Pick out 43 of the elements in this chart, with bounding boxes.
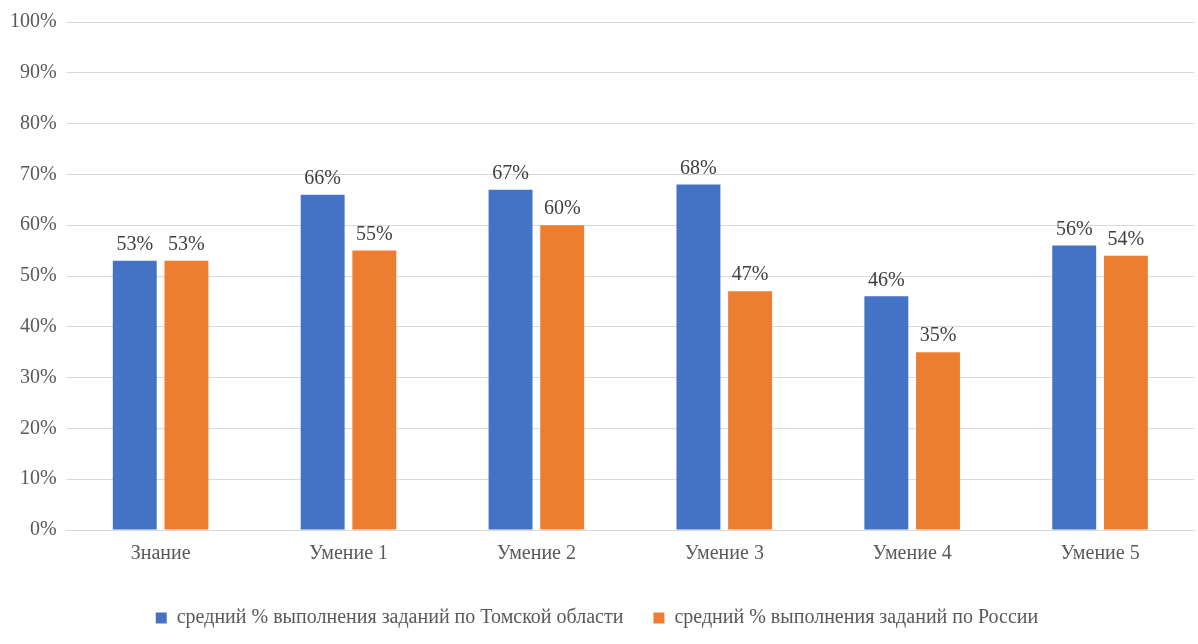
x-tick-label: Умение 5 [1060,541,1140,564]
data-label: 55% [355,221,393,244]
bar [728,291,773,530]
bar [1103,255,1148,530]
x-tick-label: Умение 4 [872,541,952,564]
y-tick-label: 20% [19,415,57,438]
bar [540,225,585,530]
bar [488,189,533,530]
x-tick-label: Знание [130,541,191,564]
x-tick-label: Умение 3 [684,541,764,564]
bar [864,296,909,530]
legend-label: средний % выполнения заданий по России [674,605,1039,629]
y-tick-label: 30% [19,364,57,387]
bar [1052,245,1097,530]
data-label: 53% [168,232,205,255]
data-label: 66% [304,165,341,188]
y-tick-label: 80% [19,110,57,133]
y-tick-label: 60% [19,212,57,235]
data-label: 46% [867,267,905,290]
y-tick-label: 50% [19,263,57,286]
x-tick-label: Умение 2 [496,541,576,564]
bar [352,250,397,530]
y-tick-label: 40% [19,314,57,337]
data-label: 54% [1107,226,1145,249]
y-tick-label: 10% [19,466,57,489]
data-label: 68% [680,155,717,178]
bar [112,260,157,530]
y-tick-label: 100% [9,9,57,32]
legend-label: средний % выполнения заданий по Томской области [176,605,624,629]
bar [300,194,345,530]
data-label: 67% [492,160,529,183]
data-label: 60% [543,196,581,219]
bar [164,260,209,530]
y-tick-label: 0% [29,517,57,540]
y-tick-label: 70% [19,161,57,184]
data-label: 47% [731,262,769,285]
x-tick-label: Умение 1 [308,541,389,564]
data-label: 53% [116,232,154,255]
y-tick-label: 90% [19,60,57,83]
data-label: 56% [1055,216,1093,239]
bar [676,184,721,530]
data-label: 35% [919,323,957,346]
bar [916,352,960,530]
